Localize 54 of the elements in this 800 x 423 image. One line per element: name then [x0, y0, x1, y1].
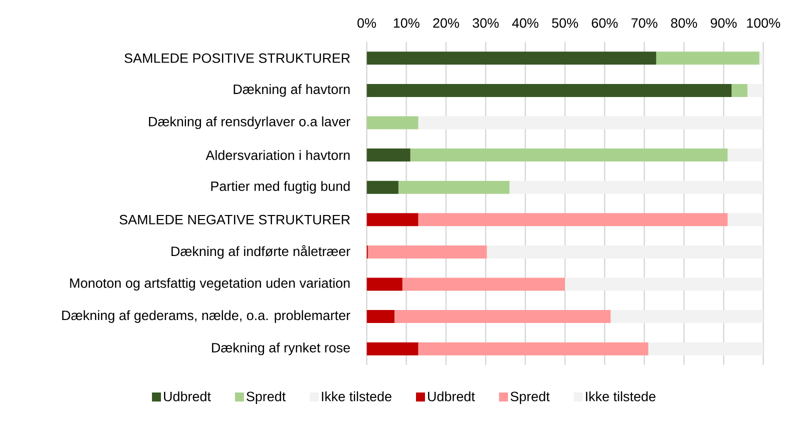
bar: [418, 342, 648, 356]
y-tick-label: SAMLEDE POSITIVE STRUKTURER: [124, 53, 350, 63]
bar: [366, 310, 394, 324]
y-tick-label: Dækning af gederams, nælde, o.a. problemarter: [62, 310, 350, 323]
bar: [368, 245, 487, 258]
bar: [418, 213, 728, 226]
y-tick-label: Monoton og artsfattig vegetation uden variation: [70, 278, 350, 291]
legend-label: Ikke tilstede: [322, 391, 392, 402]
bar: [656, 52, 760, 65]
legend-label: Spredt: [246, 391, 286, 404]
y-tick-label: Aldersvariation i havtorn: [206, 150, 350, 160]
bar: [648, 342, 764, 356]
x-tick-label: 80%: [671, 18, 697, 28]
x-tick-label: 100%: [747, 18, 780, 28]
bar: [509, 180, 764, 194]
y-tick-label: Dækning af rynket rose: [212, 342, 350, 356]
legend-label: Ikke tilstede: [586, 391, 656, 402]
bar: [418, 116, 764, 130]
x-tick-label: 70%: [632, 18, 658, 28]
x-tick-label: 40%: [512, 18, 538, 28]
x-tick-label: 0%: [357, 18, 376, 28]
bar: [486, 245, 764, 258]
bar: [402, 278, 566, 291]
legend-label: Spredt: [510, 391, 550, 404]
x-tick-label: 10%: [394, 18, 420, 28]
bar: [747, 84, 764, 97]
x-tick-label: 20%: [433, 18, 460, 28]
bar: [732, 84, 748, 97]
y-tick-label: SAMLEDE NEGATIVE STRUKTURER: [120, 214, 350, 224]
x-tick-label: 50%: [552, 18, 578, 28]
bar: [410, 148, 728, 162]
y-tick-label: Dækning af indførte nåletræer: [172, 245, 350, 259]
x-tick-label: 30%: [472, 18, 499, 28]
bar: [610, 310, 764, 324]
bar: [366, 213, 418, 226]
bar: [728, 148, 764, 162]
bar: [565, 278, 764, 291]
x-tick-label: 90%: [710, 18, 737, 28]
legend-label: Udbredt: [428, 391, 475, 402]
bar: [366, 52, 656, 65]
x-tick-label: 60%: [592, 18, 618, 28]
bar: [366, 148, 410, 162]
y-tick-label: Dækning af rensdyrlaver o.a laver: [149, 116, 350, 130]
y-tick-label: Dækning af havtorn: [234, 84, 350, 97]
bar: [398, 180, 510, 194]
y-tick-label: Partier med fugtig bund: [211, 181, 350, 194]
bar: [366, 278, 402, 291]
bar: [394, 310, 611, 324]
bar: [366, 342, 418, 356]
bar: [366, 84, 732, 97]
bar: [728, 213, 764, 226]
bar: [366, 180, 398, 194]
bar: [366, 116, 418, 130]
legend-label: Udbredt: [164, 391, 211, 402]
